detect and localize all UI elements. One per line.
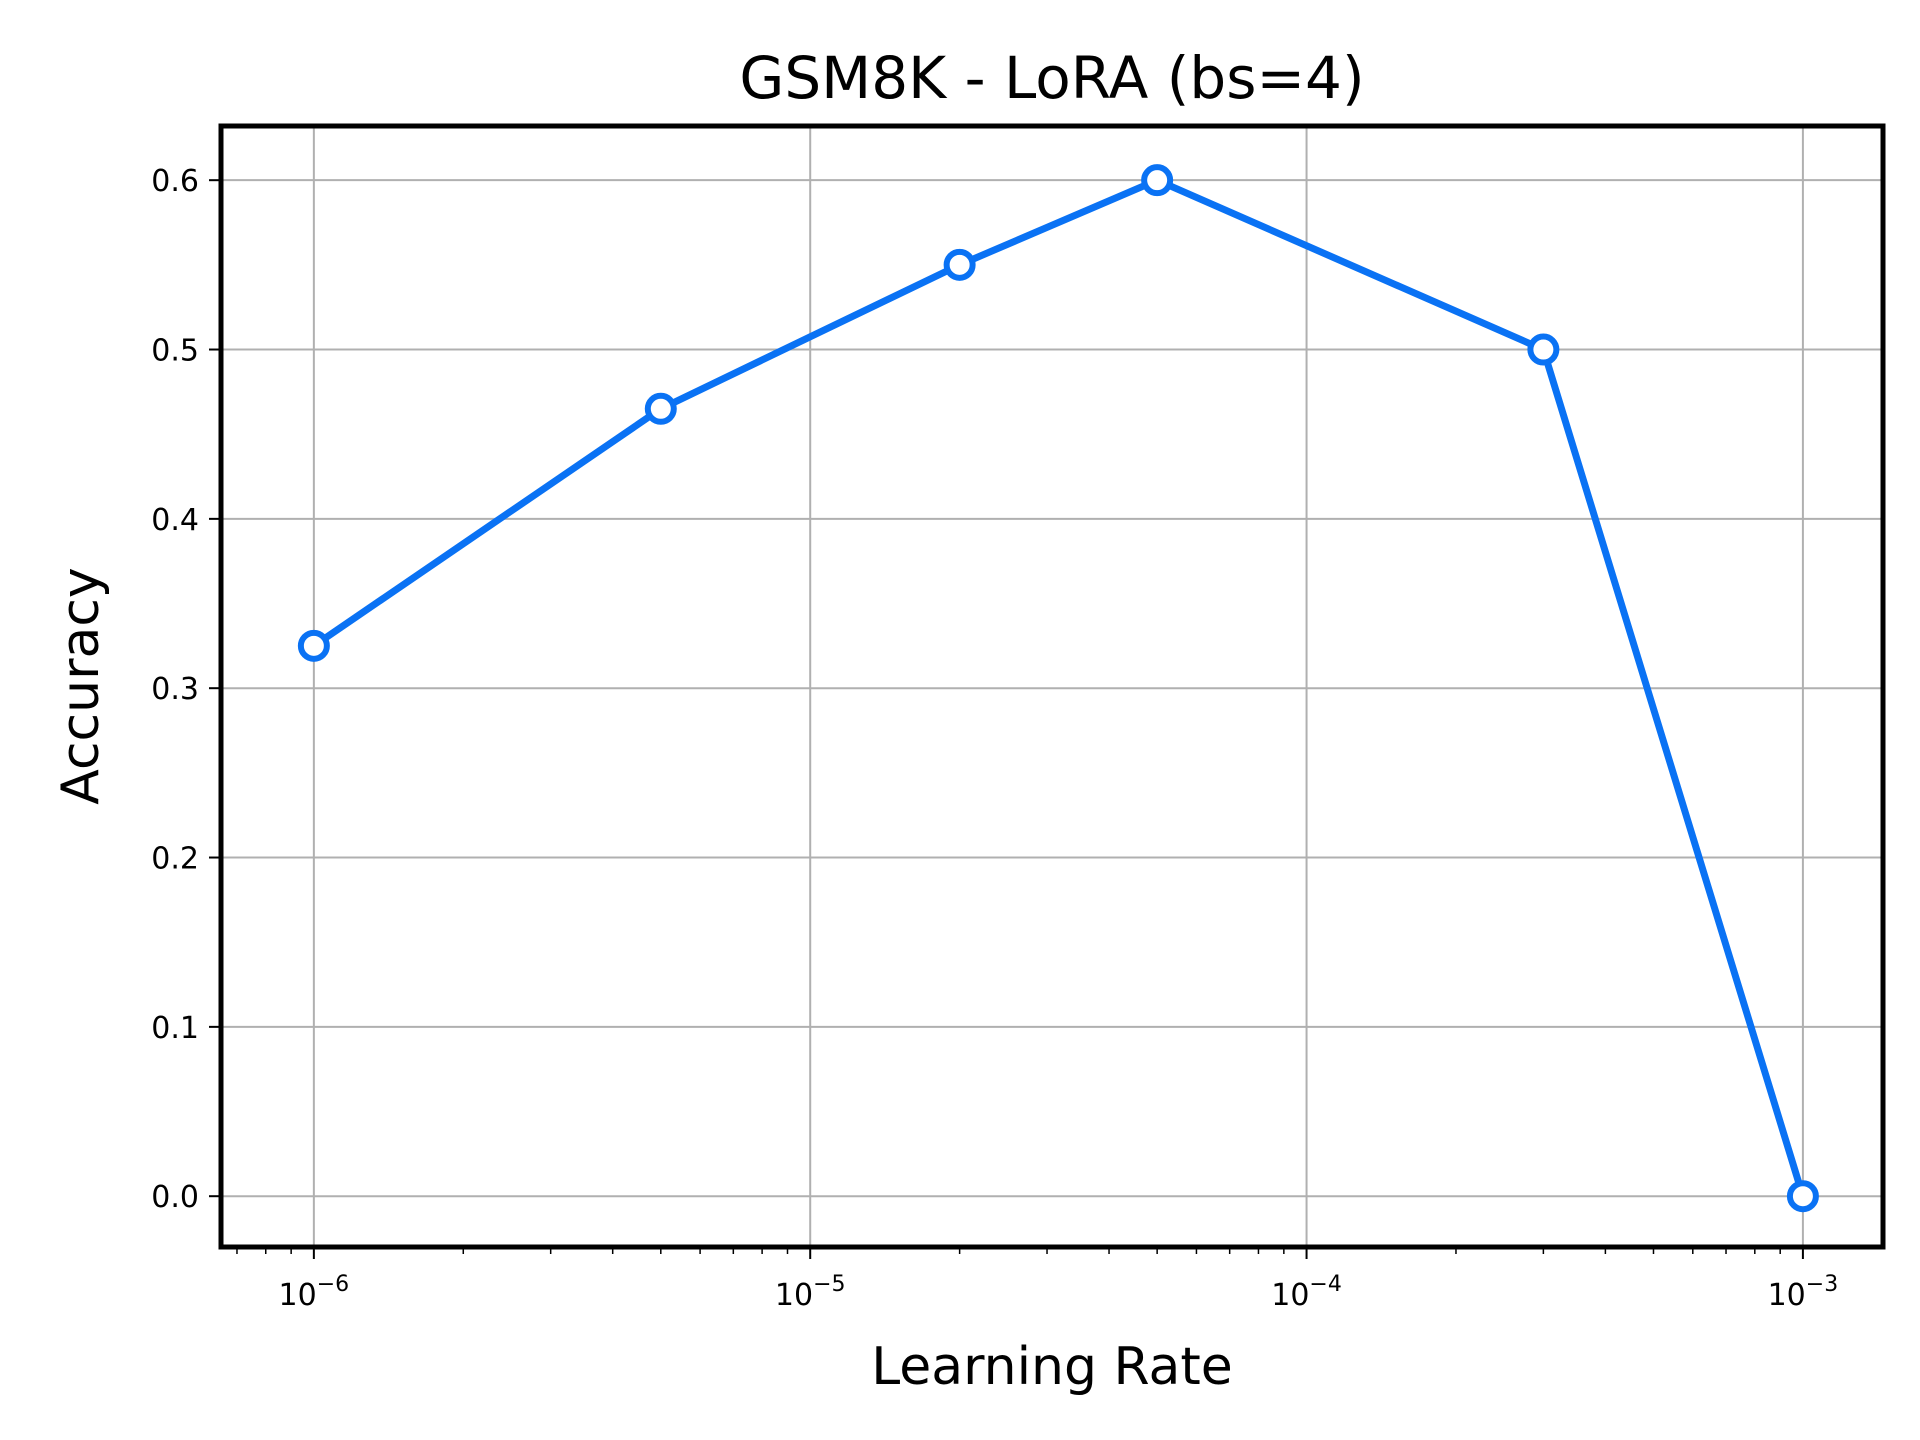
grid — [221, 126, 1883, 1247]
y-axis: 0.0 0.1 0.2 0.3 0.4 0.5 0.6 — [151, 164, 221, 1215]
y-tick-label: 0.5 — [151, 334, 199, 369]
y-tick-label: 0.1 — [151, 1011, 199, 1046]
chart-title: GSM8K - LoRA (bs=4) — [739, 44, 1364, 112]
y-tick-label: 0.4 — [151, 503, 199, 538]
x-tick-label: 10−5 — [775, 1272, 846, 1313]
y-tick-label: 0.3 — [151, 672, 199, 707]
data-point — [943, 248, 976, 281]
data-point — [1527, 333, 1560, 366]
data-point — [1141, 164, 1174, 197]
plot-frame — [218, 123, 1886, 1250]
x-tick-label: 10−4 — [1271, 1272, 1342, 1313]
x-tick-label: 10−6 — [279, 1272, 350, 1313]
data-point — [1786, 1180, 1819, 1213]
series — [297, 164, 1819, 1213]
y-tick-label: 0.6 — [151, 164, 199, 199]
y-tick-label: 0.0 — [151, 1180, 199, 1215]
series-line — [311, 176, 1807, 1198]
x-tick-label: 10−3 — [1768, 1272, 1839, 1313]
x-axis-label: Learning Rate — [871, 1337, 1233, 1397]
data-point — [297, 629, 330, 662]
y-axis-label: Accuracy — [51, 567, 111, 804]
x-axis: 10−6 10−5 10−4 10−3 — [279, 1247, 1839, 1313]
data-point — [644, 392, 677, 425]
y-tick-label: 0.2 — [151, 842, 199, 877]
